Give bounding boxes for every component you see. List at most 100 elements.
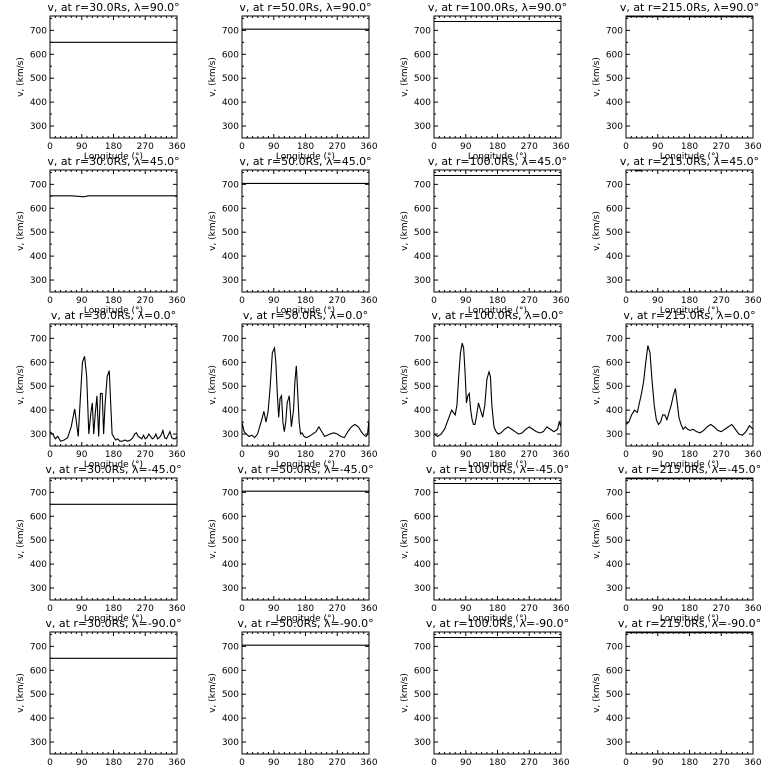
x-tick-label: 270	[137, 296, 154, 306]
panel-title: v, at r=100.0Rs, λ=45.0°	[428, 155, 567, 168]
y-tick-label: 700	[30, 334, 47, 344]
y-tick-label: 700	[30, 180, 47, 190]
y-tick-label: 600	[30, 358, 47, 368]
x-tick-label: 270	[329, 142, 346, 152]
panel-title: v, at r=215.0Rs, λ=90.0°	[620, 1, 759, 14]
panel-title: v, at r=50.0Rs, λ=0.0°	[243, 309, 368, 322]
y-tick-label: 600	[606, 512, 623, 522]
y-tick-label: 400	[414, 252, 431, 262]
x-axis-label: Longitude (°)	[84, 460, 143, 470]
y-tick-label: 400	[30, 98, 47, 108]
x-tick-label: 90	[76, 296, 88, 306]
x-tick-label: 360	[552, 758, 569, 768]
x-tick-label: 90	[652, 142, 664, 152]
series-line	[49, 356, 178, 442]
plot-frame	[625, 631, 754, 755]
x-tick-label: 360	[552, 604, 569, 614]
plot-frame	[241, 169, 370, 293]
x-axis-label: Longitude (°)	[84, 306, 143, 316]
panel-20: v, at r=215.0Rs, λ=-90.0° 0 90 180 270 360 300…	[592, 617, 762, 768]
x-tick-label: 180	[489, 296, 506, 306]
y-tick-label: 700	[606, 26, 623, 36]
x-tick-label: 270	[329, 604, 346, 614]
y-tick-label: 300	[222, 430, 239, 440]
y-tick-label: 700	[30, 488, 47, 498]
x-axis-label: Longitude (°)	[468, 306, 527, 316]
y-tick-label: 400	[222, 714, 239, 724]
y-tick-label: 600	[30, 204, 47, 214]
y-tick-label: 500	[606, 690, 623, 700]
x-tick-label: 0	[239, 296, 245, 306]
x-tick-label: 90	[268, 758, 280, 768]
x-tick-label: 90	[268, 604, 280, 614]
series-line	[625, 345, 754, 436]
x-tick-label: 180	[489, 758, 506, 768]
x-tick-label: 180	[297, 142, 314, 152]
y-axis-label: v, (km/s)	[16, 673, 26, 713]
x-tick-label: 90	[652, 758, 664, 768]
y-tick-label: 700	[414, 642, 431, 652]
x-tick-label: 90	[76, 450, 88, 460]
panel-15: v, at r=100.0Rs, λ=-45.0° 0 90 180 270 360 300…	[400, 463, 570, 624]
y-tick-label: 500	[414, 228, 431, 238]
x-tick-label: 270	[713, 604, 730, 614]
x-tick-label: 90	[268, 142, 280, 152]
panel-6: v, at r=50.0Rs, λ=45.0° 0 90 180 270 360 300 40…	[208, 155, 378, 316]
x-axis-label: Longitude (°)	[660, 152, 719, 162]
x-tick-label: 180	[297, 296, 314, 306]
y-tick-label: 600	[606, 666, 623, 676]
y-tick-label: 600	[222, 512, 239, 522]
x-axis-label: Longitude (°)	[84, 614, 143, 624]
panel-title: v, at r=50.0Rs, λ=-45.0°	[237, 463, 373, 476]
y-tick-label: 300	[606, 738, 623, 748]
panel-8: v, at r=215.0Rs, λ=45.0° 0 90 180 270 360 300 4…	[592, 155, 762, 316]
panel-16: v, at r=215.0Rs, λ=-45.0° 0 90 180 270 360 300…	[592, 463, 762, 624]
y-tick-label: 500	[606, 382, 623, 392]
y-tick-label: 700	[414, 334, 431, 344]
y-tick-label: 700	[222, 488, 239, 498]
y-axis-label: v, (km/s)	[400, 519, 410, 559]
series-line	[50, 195, 177, 198]
x-tick-label: 90	[652, 604, 664, 614]
y-tick-label: 600	[414, 50, 431, 60]
y-tick-label: 700	[30, 26, 47, 36]
x-tick-label: 180	[681, 296, 698, 306]
x-tick-label: 0	[431, 450, 437, 460]
y-tick-label: 500	[30, 382, 47, 392]
y-tick-label: 700	[222, 26, 239, 36]
y-tick-label: 500	[414, 382, 431, 392]
x-tick-label: 0	[431, 758, 437, 768]
panel-title: v, at r=30.0Rs, λ=-45.0°	[45, 463, 181, 476]
y-tick-label: 300	[414, 738, 431, 748]
panel-title: v, at r=215.0Rs, λ=0.0°	[623, 309, 755, 322]
y-tick-label: 300	[606, 122, 623, 132]
x-tick-label: 360	[744, 296, 761, 306]
y-tick-label: 400	[414, 714, 431, 724]
x-tick-label: 90	[460, 604, 472, 614]
plot-frame	[241, 631, 370, 755]
y-axis-label: v, (km/s)	[16, 211, 26, 251]
x-tick-label: 360	[744, 604, 761, 614]
y-tick-label: 600	[606, 50, 623, 60]
panel-title: v, at r=215.0Rs, λ=-45.0°	[618, 463, 761, 476]
y-tick-label: 400	[606, 560, 623, 570]
y-tick-label: 700	[606, 180, 623, 190]
y-axis-label: v, (km/s)	[592, 673, 602, 713]
y-tick-label: 300	[30, 122, 47, 132]
plot-frame	[625, 477, 754, 601]
x-tick-label: 360	[360, 450, 377, 460]
x-tick-label: 270	[521, 450, 538, 460]
x-tick-label: 0	[431, 296, 437, 306]
y-tick-label: 400	[30, 406, 47, 416]
x-tick-label: 90	[460, 450, 472, 460]
x-tick-label: 90	[76, 758, 88, 768]
x-tick-label: 270	[521, 142, 538, 152]
y-tick-label: 600	[30, 666, 47, 676]
y-axis-label: v, (km/s)	[208, 211, 218, 251]
y-tick-label: 400	[414, 406, 431, 416]
panel-title: v, at r=100.0Rs, λ=-90.0°	[426, 617, 569, 630]
y-tick-label: 300	[414, 584, 431, 594]
y-tick-label: 600	[414, 204, 431, 214]
y-tick-label: 300	[222, 122, 239, 132]
x-tick-label: 180	[105, 142, 122, 152]
